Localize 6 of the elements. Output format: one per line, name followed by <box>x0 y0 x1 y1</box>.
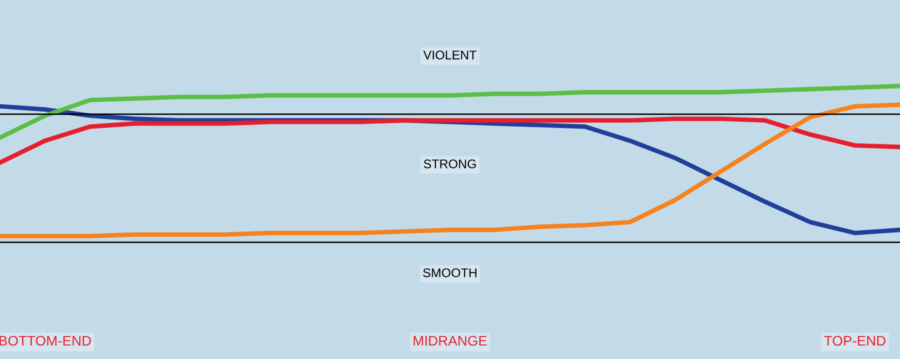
annotation: STRONG <box>424 159 476 168</box>
x-tick-label: MIDRANGE <box>414 336 487 346</box>
text: SMOOTH <box>423 268 476 278</box>
x-tick-label: TOP-END <box>824 336 886 346</box>
x-tick-label: BOTTOM-END <box>0 336 91 346</box>
text: VIOLENT <box>423 50 476 60</box>
